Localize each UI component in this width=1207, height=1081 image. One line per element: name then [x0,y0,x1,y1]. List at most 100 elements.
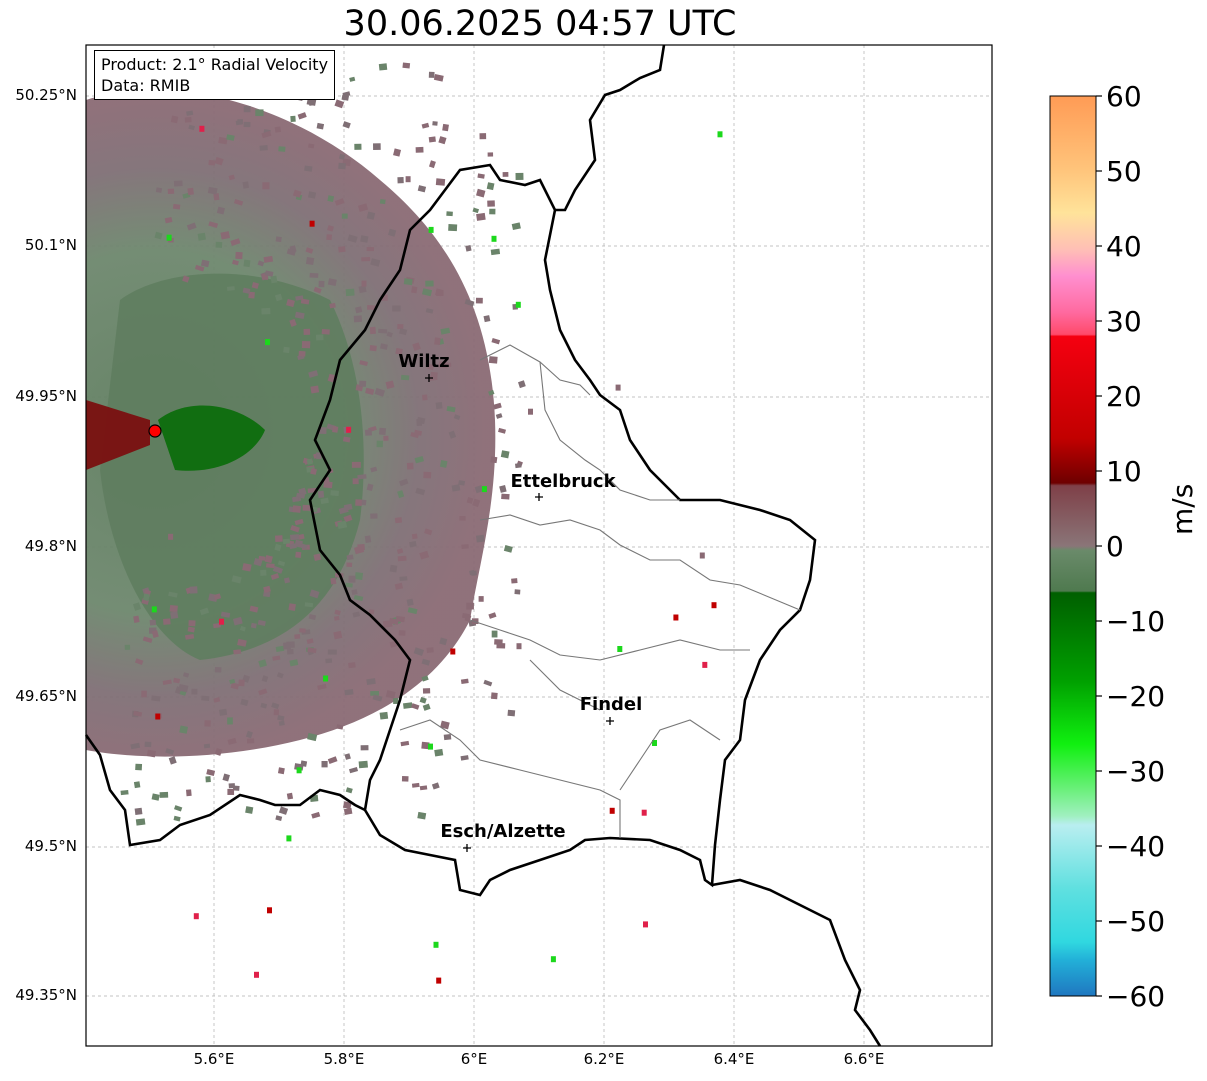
colorbar-tick-label: 0 [1106,530,1124,563]
radar-speckle [438,136,447,145]
radar-speckle [287,648,294,655]
radar-speckle [345,582,353,588]
colorbar-scale [1049,95,1097,997]
radar-speckle [330,490,340,497]
radar-speckle [440,720,450,730]
radar-speckle [240,698,249,707]
radar-speckle [490,456,498,464]
radar-speckle [308,98,315,106]
radar-speckle [355,499,362,506]
radar-speckle [204,720,211,727]
radar-speckle [289,534,300,541]
radar-speckle [359,380,367,387]
colorbar-tick-label: 60 [1106,80,1142,113]
radar-speckle [424,528,433,536]
radar-speckle [258,688,268,696]
radar-speckle [264,270,274,277]
radar-speckle [327,195,335,203]
radar-speckle [514,463,522,469]
radar-speckle [170,611,179,620]
radar-speckle [233,198,244,206]
radar-speckle [309,589,320,599]
radar-speckle [151,793,160,801]
radar-speckle [353,595,364,601]
radar-speckle [199,607,210,616]
radar-speckle [370,513,378,519]
radar-speckle [446,406,456,413]
radar-speckle [327,225,334,232]
radar-speckle [349,76,356,82]
radar-speckle [411,286,418,294]
radar-speckle [334,615,340,621]
radar-speckle [265,339,270,346]
radar-speckle [416,418,423,426]
radar-speckle [486,182,495,191]
radar-speckle [414,429,423,436]
radar-speckle [404,359,413,366]
radar-speckle [337,520,348,530]
radar-speckle [261,675,269,683]
radar-speckle [278,806,289,815]
radar-speckle [323,675,329,682]
colorbar-tick-label: −60 [1106,980,1166,1013]
radar-speckle [460,755,469,761]
radar-speckle [338,246,346,253]
radar-speckle [370,466,378,473]
radar-speckle [428,71,435,78]
radar-speckle [370,258,381,267]
radar-speckle [365,387,375,395]
radar-speckle [197,232,206,241]
radar-speckle [343,503,353,511]
radar-speckle [130,742,141,750]
radar-speckle [379,711,389,720]
radar-speckle [216,206,226,215]
radar-speckle [517,380,526,389]
radar-speckle [392,697,399,705]
lat-label: 49.65°N [15,687,77,705]
radar-speckle [164,216,173,224]
radar-speckle [155,187,163,193]
radar-speckle [459,516,466,521]
radar-speckle [226,134,235,141]
radar-speckle [434,748,444,757]
radar-speckle [258,659,267,668]
radar-speckle [155,713,161,720]
radar-speckle [469,569,475,576]
radar-speckle [260,702,268,709]
radar-speckle [168,533,174,540]
radar-speckle [289,659,299,667]
radar-speckle [464,298,475,307]
radar-speckle [379,199,386,205]
colorbar-tick-label: 30 [1106,305,1142,338]
radar-speckle [446,211,453,217]
radar-speckle [373,143,381,150]
radar-speckle [354,545,365,555]
radar-speckle [493,402,502,410]
radar-speckle [133,615,140,623]
radar-speckle [407,607,418,615]
radar-speckle [135,818,146,826]
radar-speckle [242,181,250,189]
radar-speckle [235,251,243,260]
lat-label: 50.1°N [24,236,77,254]
radar-speckle [310,468,317,475]
radar-speckle [133,781,141,789]
radar-speckle [263,585,271,594]
radar-speckle [308,143,315,149]
radar-speckle [142,636,153,643]
radar-speckle [313,553,322,561]
radar-speckle [297,112,307,120]
radar-speckle [483,315,491,323]
lat-label: 49.95°N [15,387,77,405]
radar-speckle [283,642,291,650]
colorbar-tick-label: 40 [1106,230,1142,263]
city-label-ettelbruck: Ettelbruck [510,471,616,492]
radar-speckle [318,280,325,288]
radar-speckle [213,193,220,201]
radar-speckle [488,356,498,364]
radar-speckle [419,550,430,560]
radar-speckle [435,402,443,410]
radar-speckle [243,121,251,128]
radar-speckle [199,125,205,132]
radar-speckle [186,110,194,116]
